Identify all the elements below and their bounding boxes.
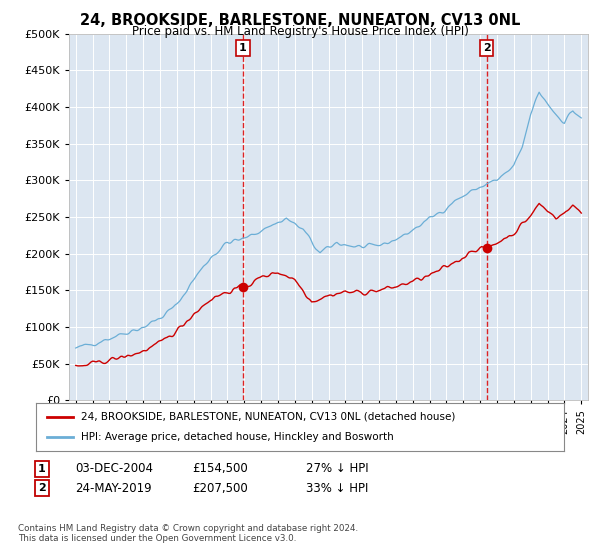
Text: HPI: Average price, detached house, Hinckley and Bosworth: HPI: Average price, detached house, Hinc… <box>81 432 394 442</box>
Text: Price paid vs. HM Land Registry's House Price Index (HPI): Price paid vs. HM Land Registry's House … <box>131 25 469 38</box>
Text: 27% ↓ HPI: 27% ↓ HPI <box>306 462 368 475</box>
Text: 24-MAY-2019: 24-MAY-2019 <box>75 482 152 495</box>
Text: 24, BROOKSIDE, BARLESTONE, NUNEATON, CV13 0NL (detached house): 24, BROOKSIDE, BARLESTONE, NUNEATON, CV1… <box>81 412 455 422</box>
Text: Contains HM Land Registry data © Crown copyright and database right 2024.
This d: Contains HM Land Registry data © Crown c… <box>18 524 358 543</box>
Text: £154,500: £154,500 <box>192 462 248 475</box>
Text: 1: 1 <box>239 43 247 53</box>
Text: 33% ↓ HPI: 33% ↓ HPI <box>306 482 368 495</box>
Text: 2: 2 <box>38 483 46 493</box>
Text: 24, BROOKSIDE, BARLESTONE, NUNEATON, CV13 0NL: 24, BROOKSIDE, BARLESTONE, NUNEATON, CV1… <box>80 13 520 28</box>
Text: 2: 2 <box>482 43 490 53</box>
Text: £207,500: £207,500 <box>192 482 248 495</box>
Text: 1: 1 <box>38 464 46 474</box>
Text: 03-DEC-2004: 03-DEC-2004 <box>75 462 153 475</box>
